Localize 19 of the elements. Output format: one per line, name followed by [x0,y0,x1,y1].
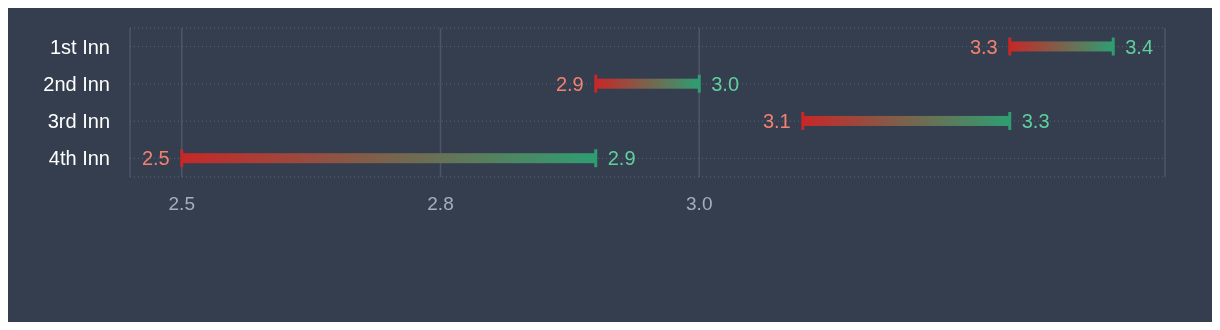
x-tick-label: 3.0 [686,193,713,215]
y-tick-label: 2nd Inn [43,72,110,95]
bar [1009,41,1114,52]
bar [802,115,1010,126]
y-tick-label: 3rd Inn [47,110,110,133]
annotation: 3.1 [762,110,791,133]
annotation: 3.3 [1021,110,1050,133]
annotation: 3.4 [1125,35,1154,58]
annotation: 2.9 [555,72,584,95]
bar [181,153,596,164]
x-tick-label: 2.8 [427,193,454,215]
annotation: 3.3 [969,35,998,58]
annotation: 3.0 [711,72,740,95]
y-tick-label: 1st Inn [49,35,110,58]
bar [595,78,700,89]
annotation: 2.9 [607,147,636,170]
y-tick-label: 4th Inn [48,147,110,170]
annotation: 2.5 [141,147,170,170]
x-tick-label: 2.5 [168,193,195,215]
